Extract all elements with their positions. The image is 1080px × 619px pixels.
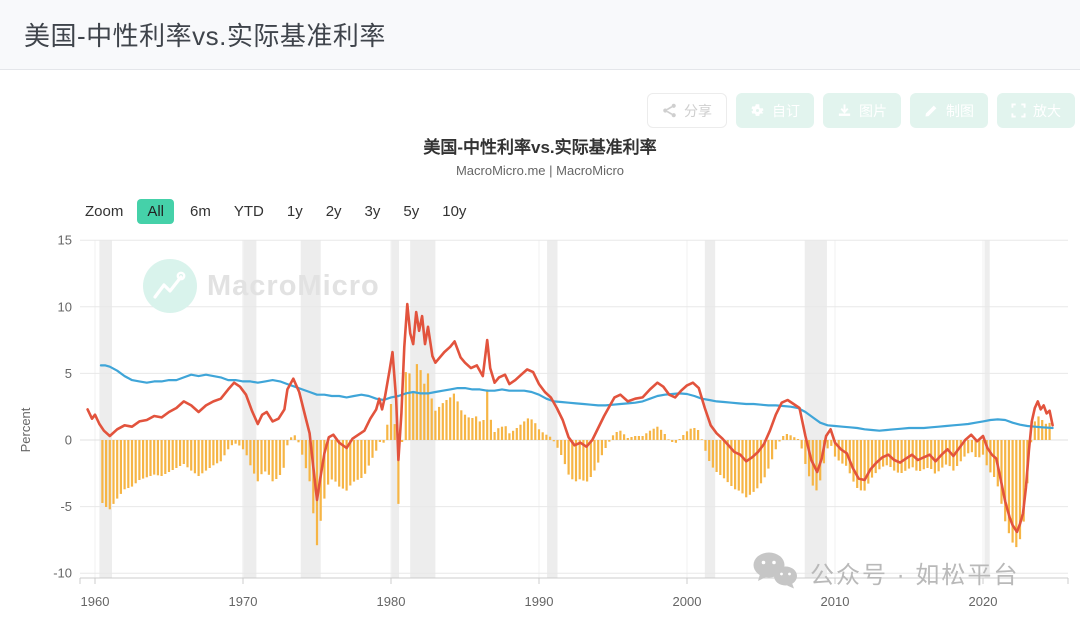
image-download-button[interactable]: 图片 bbox=[823, 93, 901, 128]
zoom-option-5y[interactable]: 5y bbox=[396, 199, 426, 224]
share-icon bbox=[662, 103, 677, 118]
customize-button[interactable]: 自订 bbox=[736, 93, 814, 128]
image-download-button-label: 图片 bbox=[859, 102, 887, 119]
svg-text:10: 10 bbox=[58, 299, 72, 314]
zoom-option-3y[interactable]: 3y bbox=[358, 199, 388, 224]
svg-text:1970: 1970 bbox=[229, 594, 258, 609]
make-chart-button[interactable]: 制图 bbox=[910, 93, 988, 128]
download-icon bbox=[837, 103, 852, 118]
svg-text:1960: 1960 bbox=[81, 594, 110, 609]
x-axis bbox=[79, 577, 1069, 584]
make-chart-button-label: 制图 bbox=[946, 102, 974, 119]
x-axis-labels: 1960 1970 1980 1990 2000 2010 2020 bbox=[81, 594, 998, 609]
chart-title: 美国-中性利率vs.实际基准利率 bbox=[423, 138, 657, 157]
zoom-option-10y[interactable]: 10y bbox=[435, 199, 473, 224]
customize-button-label: 自订 bbox=[772, 102, 800, 119]
share-button-label: 分享 bbox=[684, 102, 712, 119]
page-title: 美国-中性利率vs.实际基准利率 bbox=[24, 21, 386, 51]
spread-bars bbox=[101, 364, 1051, 548]
zoom-range-selector: Zoom All 6m YTD 1y 2y 3y 5y 10y bbox=[85, 199, 482, 224]
gear-icon bbox=[750, 103, 765, 118]
svg-text:-10: -10 bbox=[53, 566, 72, 581]
page-header: 美国-中性利率vs.实际基准利率 bbox=[0, 0, 1080, 70]
zoom-option-ytd[interactable]: YTD bbox=[227, 199, 271, 224]
svg-text:5: 5 bbox=[65, 366, 72, 381]
svg-text:2000: 2000 bbox=[673, 594, 702, 609]
actual-rate-line bbox=[86, 302, 1054, 534]
chart-subtitle: MacroMicro.me | MacroMicro bbox=[455, 163, 625, 178]
svg-text:-5: -5 bbox=[60, 499, 72, 514]
y-axis-title: Percent bbox=[18, 407, 33, 452]
pencil-icon bbox=[924, 103, 939, 118]
zoom-option-1y[interactable]: 1y bbox=[280, 199, 310, 224]
expand-icon bbox=[1011, 103, 1026, 118]
fullscreen-button[interactable]: 放大 bbox=[997, 93, 1075, 128]
zoom-option-2y[interactable]: 2y bbox=[319, 199, 349, 224]
svg-text:2010: 2010 bbox=[821, 594, 850, 609]
y-axis-labels: 15 10 5 0 -5 -10 bbox=[53, 233, 72, 581]
y-gridlines bbox=[80, 239, 1068, 574]
zoom-option-6m[interactable]: 6m bbox=[183, 199, 218, 224]
zoom-label: Zoom bbox=[85, 203, 124, 220]
svg-text:15: 15 bbox=[58, 233, 72, 248]
fullscreen-button-label: 放大 bbox=[1033, 102, 1061, 119]
toolbar: 分享 自订 图片 制图 bbox=[647, 93, 1075, 128]
svg-text:1990: 1990 bbox=[525, 594, 554, 609]
svg-text:1980: 1980 bbox=[377, 594, 406, 609]
zoom-option-all[interactable]: All bbox=[137, 199, 175, 224]
svg-text:0: 0 bbox=[65, 433, 72, 448]
x-gridlines bbox=[94, 240, 984, 578]
neutral-rate-line bbox=[99, 364, 1054, 432]
svg-text:2020: 2020 bbox=[969, 594, 998, 609]
share-button[interactable]: 分享 bbox=[647, 93, 727, 128]
recession-bands bbox=[99, 240, 990, 578]
